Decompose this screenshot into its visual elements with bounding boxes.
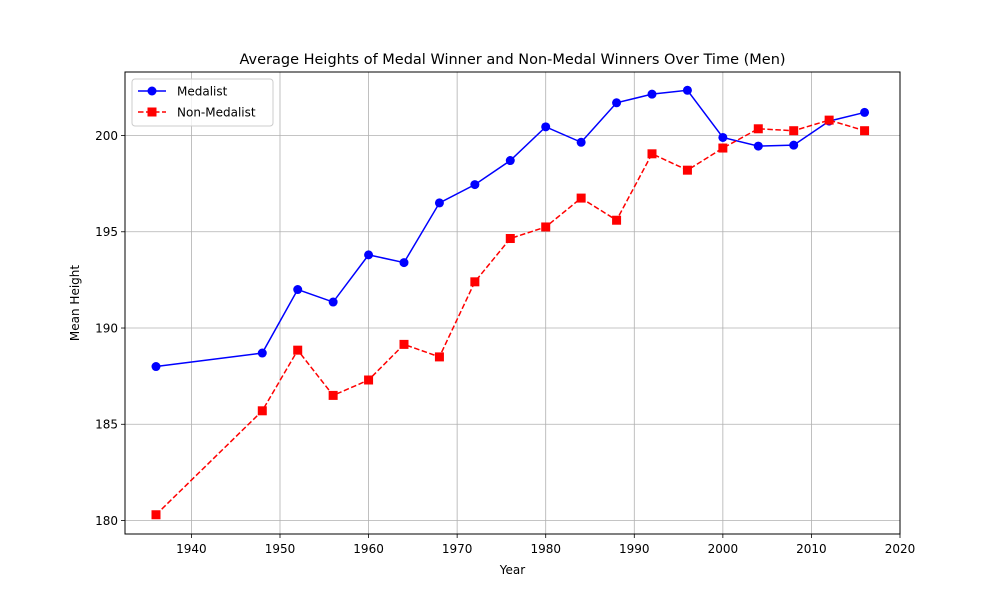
- grid: [125, 72, 901, 534]
- data-point-non-medalist: [505, 234, 515, 244]
- y-tick-label: 200: [95, 129, 118, 143]
- x-tick-label: 2020: [885, 542, 916, 556]
- data-point-non-medalist: [541, 222, 551, 232]
- legend-label-non-medalist: Non-Medalist: [177, 106, 256, 120]
- legend-label-medalist: Medalist: [177, 85, 228, 99]
- x-tick-label: 2010: [796, 542, 827, 556]
- y-tick-label: 190: [95, 321, 118, 335]
- data-point-medalist: [151, 362, 161, 372]
- data-point-medalist: [789, 140, 799, 150]
- data-point-non-medalist: [576, 193, 586, 203]
- data-point-non-medalist: [682, 165, 692, 175]
- data-point-medalist: [399, 258, 409, 268]
- data-point-non-medalist: [399, 339, 409, 349]
- x-axis-ticks: 1940 1950 1960 1970 1980 1990 2000 2010 2020: [176, 534, 915, 556]
- data-point-non-medalist: [257, 406, 267, 416]
- data-point-non-medalist: [293, 345, 303, 355]
- legend-box: [131, 78, 274, 127]
- data-point-non-medalist: [364, 375, 374, 385]
- y-tick-label: 195: [95, 225, 118, 239]
- data-point-medalist: [718, 132, 728, 142]
- data-point-medalist: [470, 180, 480, 190]
- series-lines: [155, 89, 865, 516]
- data-point-non-medalist: [647, 149, 657, 159]
- series-markers: [151, 85, 870, 520]
- legend-marker-medalist: [147, 86, 157, 96]
- x-tick-label: 1960: [353, 542, 384, 556]
- data-point-medalist: [364, 250, 374, 260]
- x-tick-label: 1950: [265, 542, 296, 556]
- data-point-medalist: [541, 122, 551, 132]
- y-axis-ticks: 180 185 190 195 200: [95, 129, 125, 528]
- data-point-medalist: [434, 198, 444, 208]
- data-point-non-medalist: [612, 215, 622, 225]
- data-point-non-medalist: [789, 126, 799, 136]
- data-point-non-medalist: [151, 510, 161, 520]
- data-point-medalist: [647, 89, 657, 99]
- data-point-non-medalist: [718, 143, 728, 153]
- x-tick-label: 1980: [530, 542, 561, 556]
- data-point-medalist: [257, 348, 267, 358]
- y-tick-label: 180: [95, 514, 118, 528]
- x-tick-label: 1940: [176, 542, 207, 556]
- data-point-medalist: [328, 297, 338, 307]
- data-point-non-medalist: [328, 390, 338, 400]
- x-tick-label: 1990: [619, 542, 650, 556]
- x-tick-label: 2000: [708, 542, 739, 556]
- data-point-medalist: [505, 156, 515, 166]
- data-point-non-medalist: [824, 115, 834, 125]
- data-point-medalist: [293, 285, 303, 295]
- chart-title: Average Heights of Medal Winner and Non-…: [239, 52, 785, 68]
- data-point-medalist: [860, 107, 870, 117]
- series-line-non-medalist: [155, 119, 865, 516]
- data-point-non-medalist: [753, 124, 763, 134]
- data-point-medalist: [612, 98, 622, 108]
- data-point-non-medalist: [860, 126, 870, 136]
- data-point-non-medalist: [434, 352, 444, 362]
- data-point-medalist: [682, 85, 692, 95]
- x-tick-label: 1970: [442, 542, 473, 556]
- data-point-medalist: [576, 137, 586, 147]
- legend-marker-non-medalist: [147, 107, 157, 117]
- x-axis-label: Year: [499, 563, 525, 577]
- plot-frame: [124, 71, 901, 535]
- data-point-non-medalist: [470, 277, 480, 287]
- legend: Medalist Non-Medalist: [131, 78, 274, 127]
- data-point-medalist: [753, 141, 763, 151]
- y-tick-label: 185: [95, 418, 118, 432]
- y-axis-label: Mean Height: [68, 265, 82, 341]
